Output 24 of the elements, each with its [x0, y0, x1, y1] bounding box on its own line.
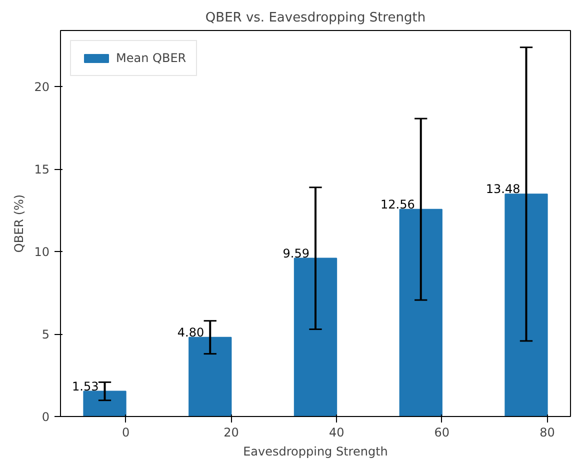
bar — [83, 390, 126, 416]
y-tick-label: 15 — [34, 162, 50, 177]
y-tick-label: 10 — [34, 245, 50, 260]
x-axis-title: Eavesdropping Strength — [243, 444, 388, 458]
chart-title: QBER vs. Eavesdropping Strength — [205, 10, 426, 26]
y-axis-title: QBER (%) — [12, 194, 26, 253]
x-tick-label: 80 — [540, 426, 555, 440]
bar — [294, 258, 338, 416]
legend-label: Mean QBER — [116, 51, 186, 65]
bar — [188, 336, 232, 416]
bar — [504, 194, 548, 416]
y-tick-label: 0 — [42, 410, 50, 424]
data-label: 9.59 — [282, 246, 310, 260]
x-tick-label: 40 — [328, 426, 344, 440]
data-label: 12.56 — [380, 197, 415, 212]
y-tick-label: 5 — [42, 328, 50, 342]
y-tick-label: 20 — [34, 80, 50, 94]
x-tick-label: 0 — [122, 426, 130, 440]
x-tick-label: 20 — [224, 426, 239, 440]
bar — [399, 208, 442, 416]
x-tick-label: 60 — [434, 426, 450, 440]
data-label: 13.48 — [486, 182, 520, 196]
data-label: 1.53 — [72, 379, 99, 394]
data-label: 4.80 — [177, 325, 204, 340]
